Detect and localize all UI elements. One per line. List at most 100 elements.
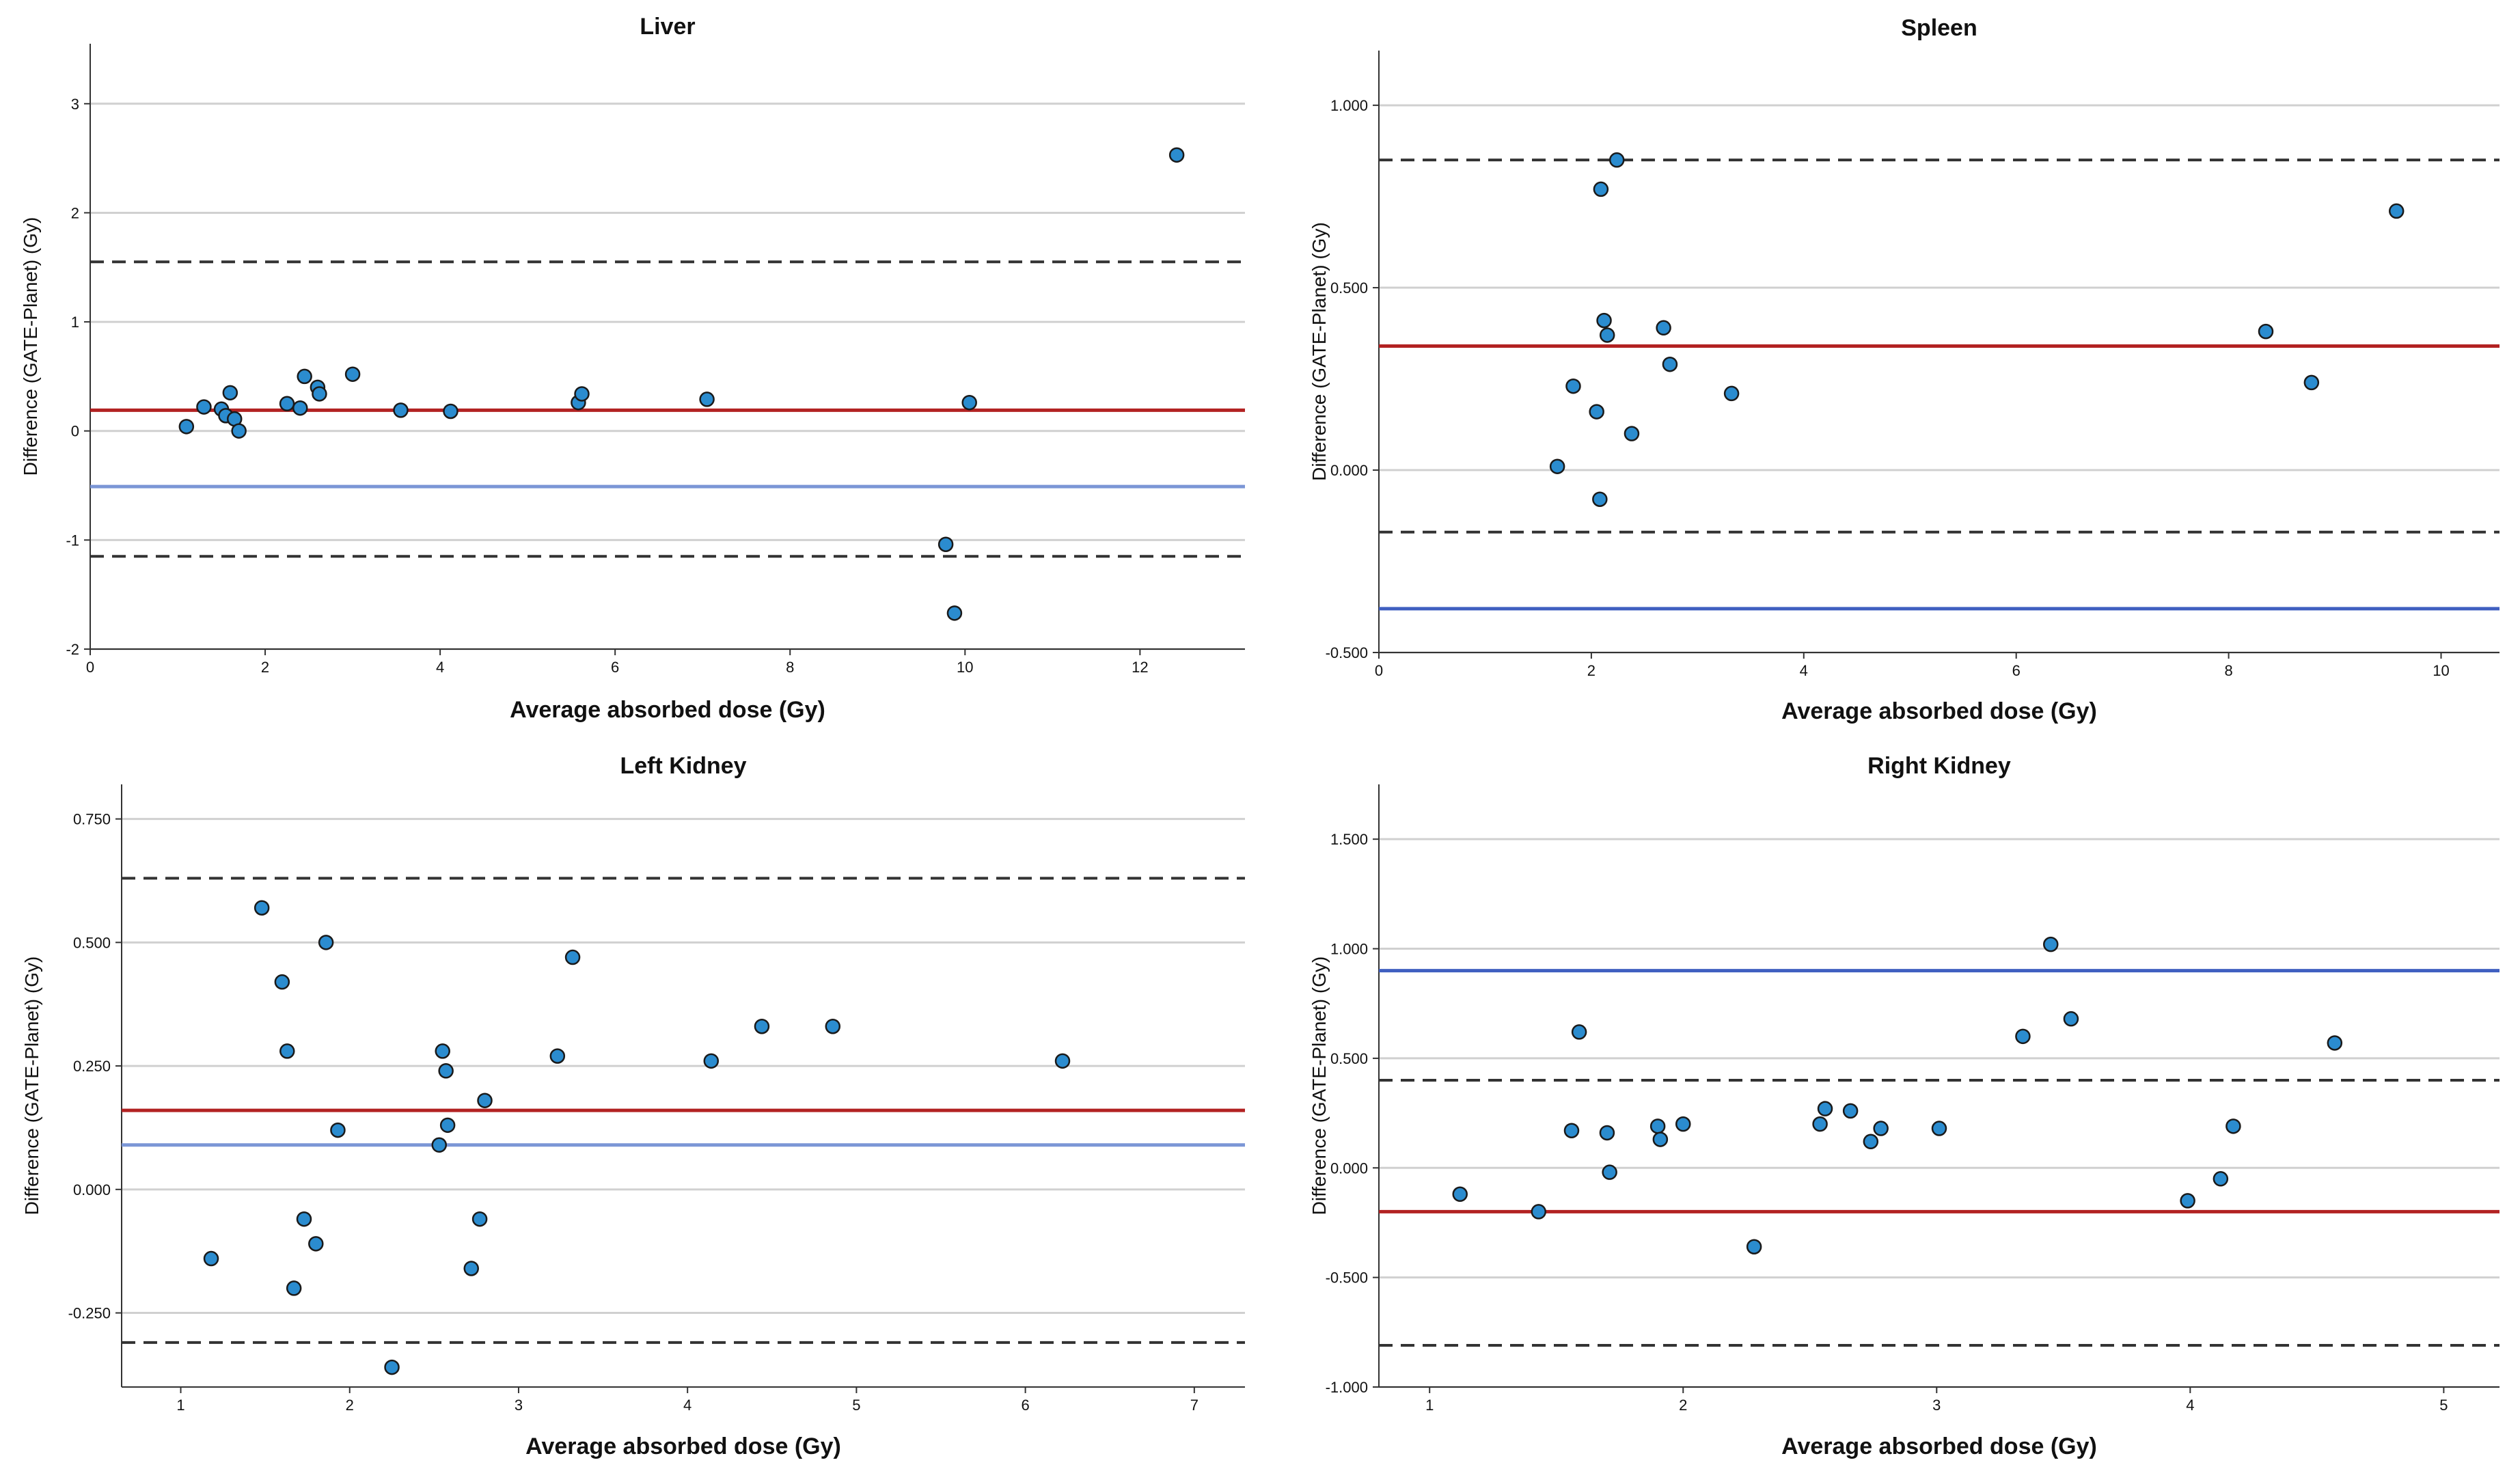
x-tick-label: 2 [346,1397,354,1414]
data-point [1624,426,1640,441]
chart-panel-left-kidney: -0.250 0.000 0.250 0.500 0.750 1 2 3 4 5 6 7 Left Ki… [21,753,1245,1459]
data-point [2327,1035,2343,1051]
data-point [231,423,247,439]
data-point [344,366,361,382]
data-point [754,1018,770,1034]
y-tick-label: 1 [71,314,79,331]
data-point [463,1261,479,1276]
data-point [274,974,290,990]
y-tick-label: -0.500 [1326,1269,1368,1287]
data-point [393,402,409,418]
data-point [471,1211,488,1227]
y-tick-label: 3 [71,96,79,113]
data-point [1608,152,1625,168]
data-point [1549,458,1565,474]
x-tick-label: 6 [611,659,619,676]
data-point [2303,374,2320,391]
data-point [438,1063,454,1079]
x-tick-label: 6 [2012,662,2021,679]
data-point [1675,1116,1691,1132]
data-point [203,1250,219,1267]
y-tick-label: 0.000 [1330,462,1368,479]
y-axis-label: Difference (GATE-Planet) (Gy) [1309,222,1330,481]
x-tick-label: 12 [1132,659,1148,676]
x-tick-label: 10 [2433,662,2449,679]
data-point [1593,181,1609,197]
data-point [296,1211,312,1227]
data-point [2043,936,2059,952]
data-point [1054,1053,1071,1069]
x-tick-label: 4 [436,659,444,676]
data-point [2180,1193,2195,1209]
y-tick-label: -1 [66,532,79,549]
data-point [439,1117,456,1134]
chart-panel-right-kidney: -1.000 -0.500 0.000 0.500 1.000 1.500 1 2 3 4 5 Rig… [1309,753,2500,1459]
data-point [946,605,963,621]
y-tick-label: 0.500 [1330,1050,1368,1067]
data-point [2225,1118,2241,1134]
data-point [1662,356,1678,372]
data-point [574,386,590,402]
data-point [564,949,581,965]
x-tick-label: 3 [515,1397,523,1414]
chart-panel-spleen: -0.500 0.000 0.500 1.000 0 2 4 6 8 10 Spleen Averag… [1309,15,2500,724]
data-point [279,396,295,412]
x-axis-label: Average absorbed dose (Gy) [1781,698,2097,724]
data-point [312,386,327,402]
x-axis-label: Average absorbed dose (Gy) [1781,1433,2097,1459]
data-point [1168,147,1185,163]
data-point [1746,1239,1762,1254]
data-point [384,1359,400,1375]
data-point [937,536,954,552]
data-point [1723,385,1740,402]
data-point [279,1043,295,1059]
data-point [1592,491,1608,507]
data-point [330,1122,346,1138]
chart-title: Spleen [1901,15,1977,41]
data-point [549,1048,566,1064]
y-tick-label: 0.000 [1330,1159,1368,1177]
y-tick-label: 0 [71,423,79,440]
data-point [1452,1186,1468,1203]
data-point [178,419,195,435]
x-axis-label: Average absorbed dose (Gy) [525,1433,841,1459]
x-tick-label: 4 [683,1397,691,1414]
x-tick-label: 5 [2439,1397,2448,1414]
chart-title: Left Kidney [620,753,746,779]
data-point [2388,203,2405,219]
data-point [2063,1011,2079,1027]
y-tick-label: -0.250 [68,1305,111,1322]
x-tick-label: 0 [86,659,94,676]
x-tick-label: 7 [1190,1397,1199,1414]
data-point [1531,1204,1547,1220]
data-point [699,392,715,407]
data-point [318,935,334,950]
data-point [2258,323,2274,340]
data-point [1589,404,1604,420]
y-tick-label: 2 [71,204,79,221]
data-point [443,403,458,420]
x-tick-label: 6 [1021,1397,1029,1414]
data-point [1599,1125,1615,1141]
x-tick-label: 2 [261,659,269,676]
y-axis-label: Difference (GATE-Planet) (Gy) [21,957,42,1216]
x-tick-label: 8 [2224,662,2232,679]
chart-title: Right Kidney [1867,753,2011,779]
y-tick-label: -0.500 [1326,644,1368,661]
data-point [1599,327,1615,343]
data-point [1931,1121,1947,1136]
x-tick-label: 4 [2186,1397,2194,1414]
x-tick-label: 4 [1800,662,1808,679]
data-point [297,368,312,385]
data-point [435,1043,450,1059]
y-tick-label: 0.000 [73,1181,111,1198]
data-point [961,394,977,411]
data-point [1565,378,1581,394]
y-tick-label: 1.000 [1330,941,1368,958]
chart-title: Liver [640,14,695,40]
x-tick-label: 2 [1587,662,1595,679]
data-point [1873,1121,1889,1136]
y-tick-label: 0.500 [73,934,111,951]
